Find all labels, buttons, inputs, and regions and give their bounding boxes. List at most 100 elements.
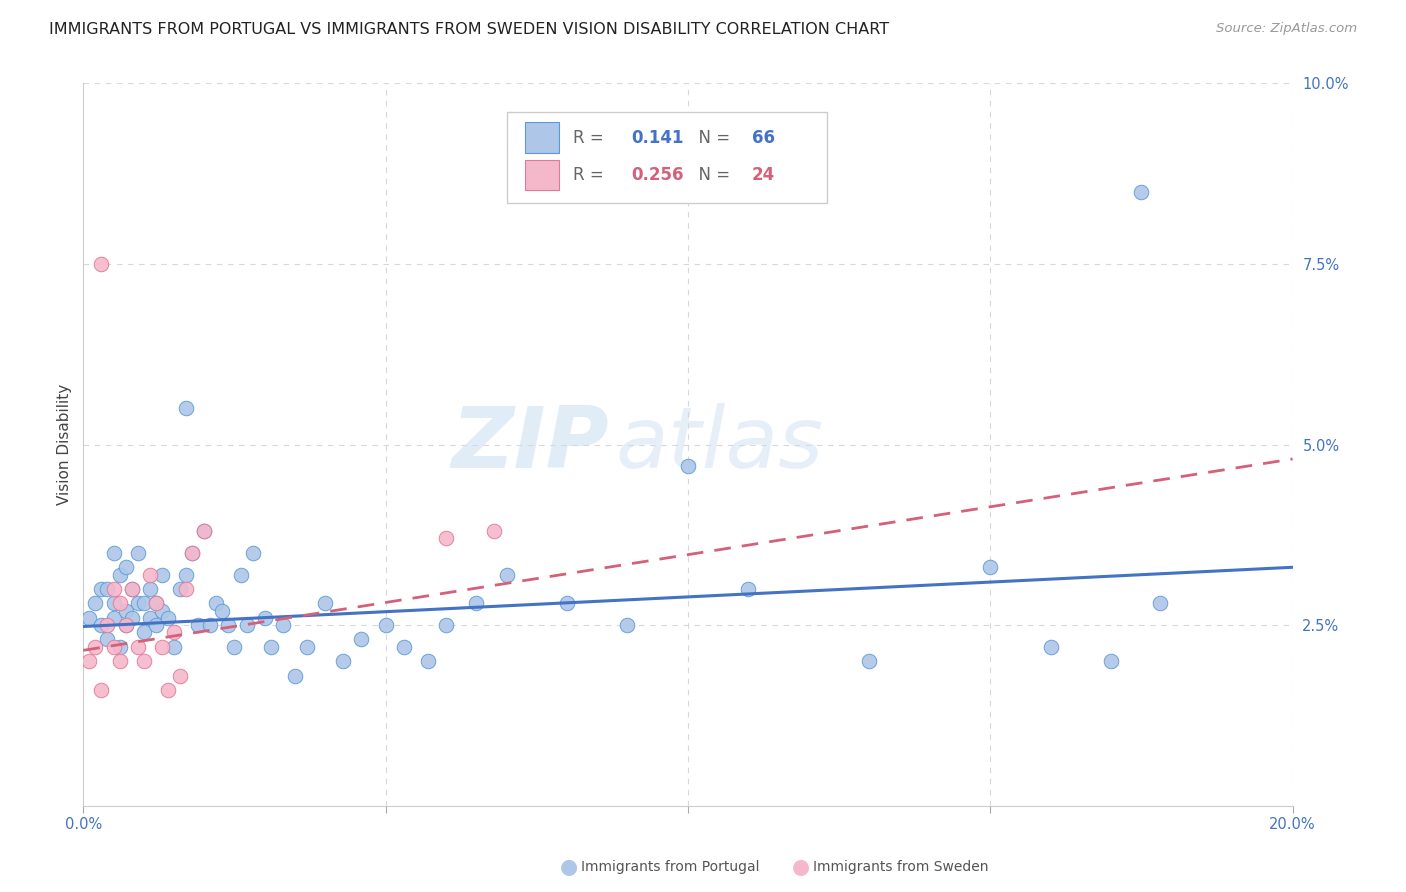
Point <box>332 654 354 668</box>
Point <box>260 640 283 654</box>
Text: 0.256: 0.256 <box>631 166 683 184</box>
Point <box>108 567 131 582</box>
Point <box>84 640 107 654</box>
Bar <box>524 122 558 153</box>
Point <box>114 604 136 618</box>
Text: R =: R = <box>574 128 609 146</box>
Point <box>205 596 228 610</box>
Point <box>676 459 699 474</box>
Point <box>156 683 179 698</box>
Point <box>121 582 143 596</box>
Point <box>90 683 112 698</box>
FancyBboxPatch shape <box>506 112 827 202</box>
Point <box>145 596 167 610</box>
Point <box>150 640 173 654</box>
Point <box>114 618 136 632</box>
Point <box>79 654 101 668</box>
Y-axis label: Vision Disability: Vision Disability <box>58 384 72 505</box>
Text: 0.141: 0.141 <box>631 128 683 146</box>
Point <box>174 401 197 416</box>
Text: ZIP: ZIP <box>451 403 609 486</box>
Point <box>139 567 162 582</box>
Text: 66: 66 <box>752 128 775 146</box>
Point <box>127 596 149 610</box>
Point <box>139 582 162 596</box>
Point <box>108 640 131 654</box>
Text: N =: N = <box>688 128 735 146</box>
Point <box>181 546 204 560</box>
Point <box>114 560 136 574</box>
Point <box>616 618 638 632</box>
Point <box>314 596 336 610</box>
Point <box>169 582 191 596</box>
Text: Immigrants from Sweden: Immigrants from Sweden <box>813 860 988 874</box>
Point <box>979 560 1001 574</box>
Point <box>253 611 276 625</box>
Text: atlas: atlas <box>616 403 824 486</box>
Point <box>174 582 197 596</box>
Point <box>96 582 118 596</box>
Text: 24: 24 <box>752 166 775 184</box>
Point <box>350 632 373 647</box>
Point <box>127 546 149 560</box>
Point <box>121 582 143 596</box>
Point <box>465 596 488 610</box>
Point <box>132 654 155 668</box>
Point <box>295 640 318 654</box>
Point <box>374 618 396 632</box>
Point <box>145 618 167 632</box>
Point <box>145 596 167 610</box>
Point <box>229 567 252 582</box>
Point <box>163 640 186 654</box>
Point <box>132 596 155 610</box>
Point <box>235 618 257 632</box>
Point <box>108 596 131 610</box>
Point <box>84 596 107 610</box>
Point <box>132 625 155 640</box>
Point <box>90 582 112 596</box>
Point <box>737 582 759 596</box>
Point <box>103 582 125 596</box>
Point <box>193 524 215 538</box>
Point <box>284 668 307 682</box>
Point <box>858 654 880 668</box>
Point <box>169 668 191 682</box>
Point <box>434 532 457 546</box>
Bar <box>524 160 558 190</box>
Point <box>484 524 506 538</box>
Point <box>150 567 173 582</box>
Text: N =: N = <box>688 166 735 184</box>
Point <box>434 618 457 632</box>
Point <box>187 618 209 632</box>
Point <box>163 625 186 640</box>
Point <box>224 640 246 654</box>
Point <box>193 524 215 538</box>
Point <box>103 640 125 654</box>
Point <box>90 618 112 632</box>
Point <box>181 546 204 560</box>
Point <box>1130 185 1153 199</box>
Point <box>121 611 143 625</box>
Text: Immigrants from Portugal: Immigrants from Portugal <box>581 860 759 874</box>
Point <box>555 596 578 610</box>
Point <box>103 546 125 560</box>
Point <box>127 640 149 654</box>
Point <box>103 611 125 625</box>
Point <box>392 640 415 654</box>
Point <box>156 611 179 625</box>
Text: ●: ● <box>561 857 578 877</box>
Point <box>96 618 118 632</box>
Point <box>103 596 125 610</box>
Point <box>79 611 101 625</box>
Point <box>150 604 173 618</box>
Point <box>211 604 233 618</box>
Point <box>242 546 264 560</box>
Text: R =: R = <box>574 166 609 184</box>
Point <box>271 618 294 632</box>
Point <box>108 654 131 668</box>
Point <box>139 611 162 625</box>
Point <box>96 632 118 647</box>
Point <box>1099 654 1122 668</box>
Text: Source: ZipAtlas.com: Source: ZipAtlas.com <box>1216 22 1357 36</box>
Point <box>1039 640 1062 654</box>
